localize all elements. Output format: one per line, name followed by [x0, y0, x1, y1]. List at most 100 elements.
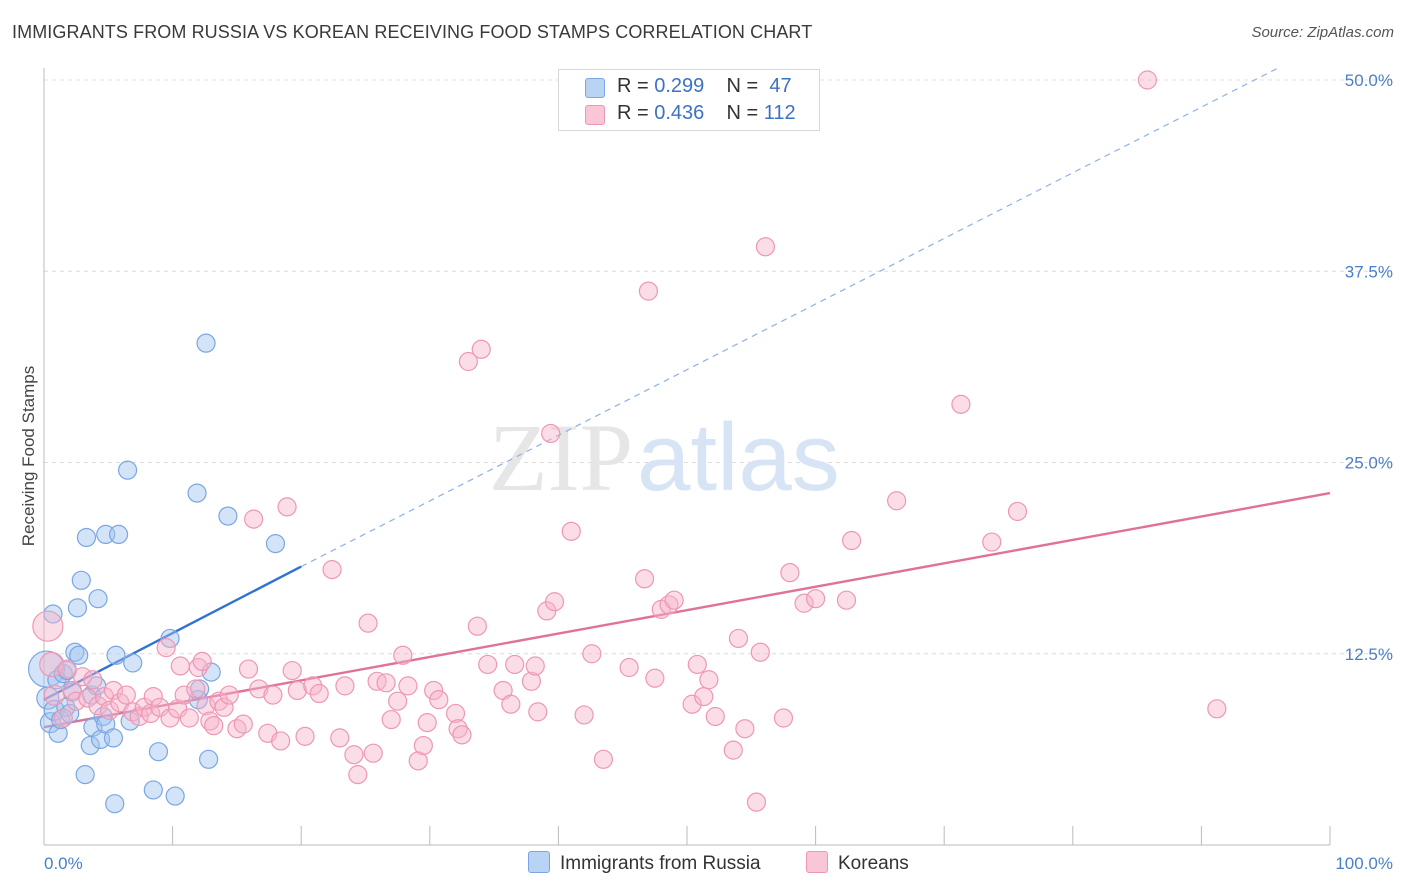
point-russia: [88, 589, 108, 609]
point-korean: [83, 670, 103, 690]
point-russia: [117, 460, 138, 480]
bottom-legend-label-koreans: Koreans: [838, 853, 909, 874]
point-korean: [429, 690, 449, 710]
point-korean: [634, 569, 655, 589]
point-korean: [728, 628, 749, 649]
axes: [43, 68, 1331, 846]
point-korean: [458, 351, 478, 372]
point-korean: [263, 685, 283, 705]
point-korean: [887, 491, 907, 511]
legend-n-value: 112: [763, 102, 796, 124]
point-korean: [694, 686, 714, 707]
legend-r-label: R =: [617, 102, 649, 124]
point-korean: [664, 590, 684, 610]
bottom-legend-swatch-koreans: [806, 851, 828, 873]
legend-r-value: 0.436: [654, 102, 705, 124]
y-tick-label: 12.5%: [1345, 645, 1393, 664]
watermark: ZIP atlas: [489, 404, 840, 511]
legend-n-value: 47: [769, 75, 792, 97]
point-russia: [103, 728, 124, 748]
x-tick-label: 100.0%: [1335, 854, 1393, 873]
point-korean: [723, 740, 743, 760]
point-korean: [951, 394, 971, 414]
point-korean: [99, 700, 120, 720]
point-korean: [619, 657, 639, 678]
point-korean: [413, 735, 433, 756]
chart-title: IMMIGRANTS FROM RUSSIA VS KOREAN RECEIVI…: [12, 22, 813, 42]
point-korean: [170, 656, 190, 676]
point-korean: [735, 719, 755, 739]
legend-n-label: N =: [726, 102, 759, 124]
point-korean: [358, 613, 378, 633]
point-korean: [344, 745, 364, 765]
point-russia: [199, 749, 219, 769]
point-korean: [699, 670, 719, 690]
chart-source: Source: ZipAtlas.com: [1251, 24, 1394, 41]
point-korean: [62, 680, 82, 701]
point-korean: [179, 708, 199, 728]
point-korean: [1137, 70, 1157, 90]
point-korean: [322, 559, 342, 580]
point-korean: [186, 679, 206, 699]
point-russia: [143, 780, 163, 800]
point-korean: [303, 676, 323, 696]
point-korean: [53, 708, 73, 728]
point-russia: [106, 645, 126, 665]
point-korean: [219, 685, 239, 705]
point-korean: [295, 726, 315, 746]
point-korean: [805, 589, 826, 609]
point-korean: [424, 680, 444, 701]
point-korean: [582, 644, 602, 664]
trend-koreans: [43, 491, 1331, 729]
point-korean: [66, 691, 86, 711]
point-korean: [525, 656, 545, 676]
point-korean: [335, 676, 355, 696]
point-korean: [467, 616, 487, 636]
y-tick-label: 25.0%: [1345, 454, 1393, 473]
point-korean: [214, 697, 234, 717]
point-korean: [541, 423, 561, 444]
point-korean: [638, 281, 659, 301]
point-korean: [156, 638, 176, 658]
point-russia: [218, 506, 238, 526]
point-korean: [388, 691, 408, 711]
tick-labels: 12.5% 25.0% 37.5% 50.0% 0.0% 100.0%: [44, 71, 1393, 873]
y-axis-title: Receiving Food Stamps: [19, 366, 38, 546]
point-korean: [1007, 501, 1028, 522]
point-korean: [393, 645, 413, 665]
point-russia: [265, 533, 286, 554]
point-korean: [204, 716, 224, 736]
point-korean: [192, 651, 212, 672]
point-korean: [143, 686, 163, 707]
point-korean: [309, 683, 329, 704]
watermark-zip: ZIP: [489, 404, 633, 511]
point-korean: [452, 725, 472, 745]
point-korean: [249, 679, 269, 699]
point-korean: [521, 671, 541, 691]
point-russia: [108, 524, 129, 545]
point-russia: [39, 711, 62, 734]
point-russia: [196, 333, 216, 353]
legend-n-label: N =: [726, 75, 759, 97]
point-korean: [982, 532, 1002, 552]
point-korean: [174, 685, 194, 705]
legend-r-label: R =: [617, 75, 649, 97]
legend-swatch-russia: [585, 78, 605, 98]
bottom-legend-russia: Immigrants from Russia: [528, 851, 761, 875]
point-korean: [417, 712, 437, 733]
point-korean: [501, 694, 521, 714]
point-korean: [471, 339, 491, 359]
point-korean: [129, 706, 149, 727]
point-korean: [381, 709, 401, 730]
point-korean: [43, 684, 65, 706]
point-korean: [376, 673, 396, 693]
point-korean: [773, 708, 794, 728]
point-korean: [746, 792, 767, 812]
trend-russia-extension: [300, 67, 1279, 568]
series-russia-points: [27, 333, 286, 814]
point-korean: [32, 610, 64, 642]
point-russia: [76, 527, 97, 548]
point-russia: [67, 598, 88, 618]
point-korean: [505, 654, 525, 675]
legend-swatch-koreans: [585, 105, 605, 125]
